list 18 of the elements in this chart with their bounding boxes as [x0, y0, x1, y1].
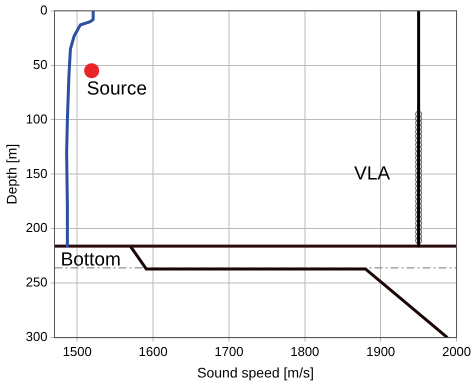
y-tick-label: 250 — [26, 274, 48, 290]
annotation: Source — [86, 78, 147, 100]
x-tick-label: 1700 — [214, 344, 244, 359]
x-tick-label: 2000 — [442, 344, 471, 359]
annotation: Bottom — [60, 249, 121, 270]
annotation: VLA — [354, 163, 390, 184]
y-tick-label: 200 — [26, 220, 48, 236]
x-tick-label: 1900 — [366, 344, 396, 359]
y-tick-label: 0 — [40, 2, 48, 18]
y-tick-label: 50 — [33, 56, 48, 72]
x-tick-label: 1800 — [290, 344, 320, 359]
x-tick-label: 1500 — [62, 344, 92, 359]
y-tick-label: 150 — [26, 166, 48, 181]
x-tick-label: 1600 — [138, 344, 168, 359]
y-tick-label: 300 — [26, 329, 48, 344]
y-axis-title: Depth [m] — [3, 144, 20, 205]
x-axis-title: Sound speed [m/s] — [197, 364, 314, 380]
y-tick-label: 100 — [26, 111, 48, 126]
